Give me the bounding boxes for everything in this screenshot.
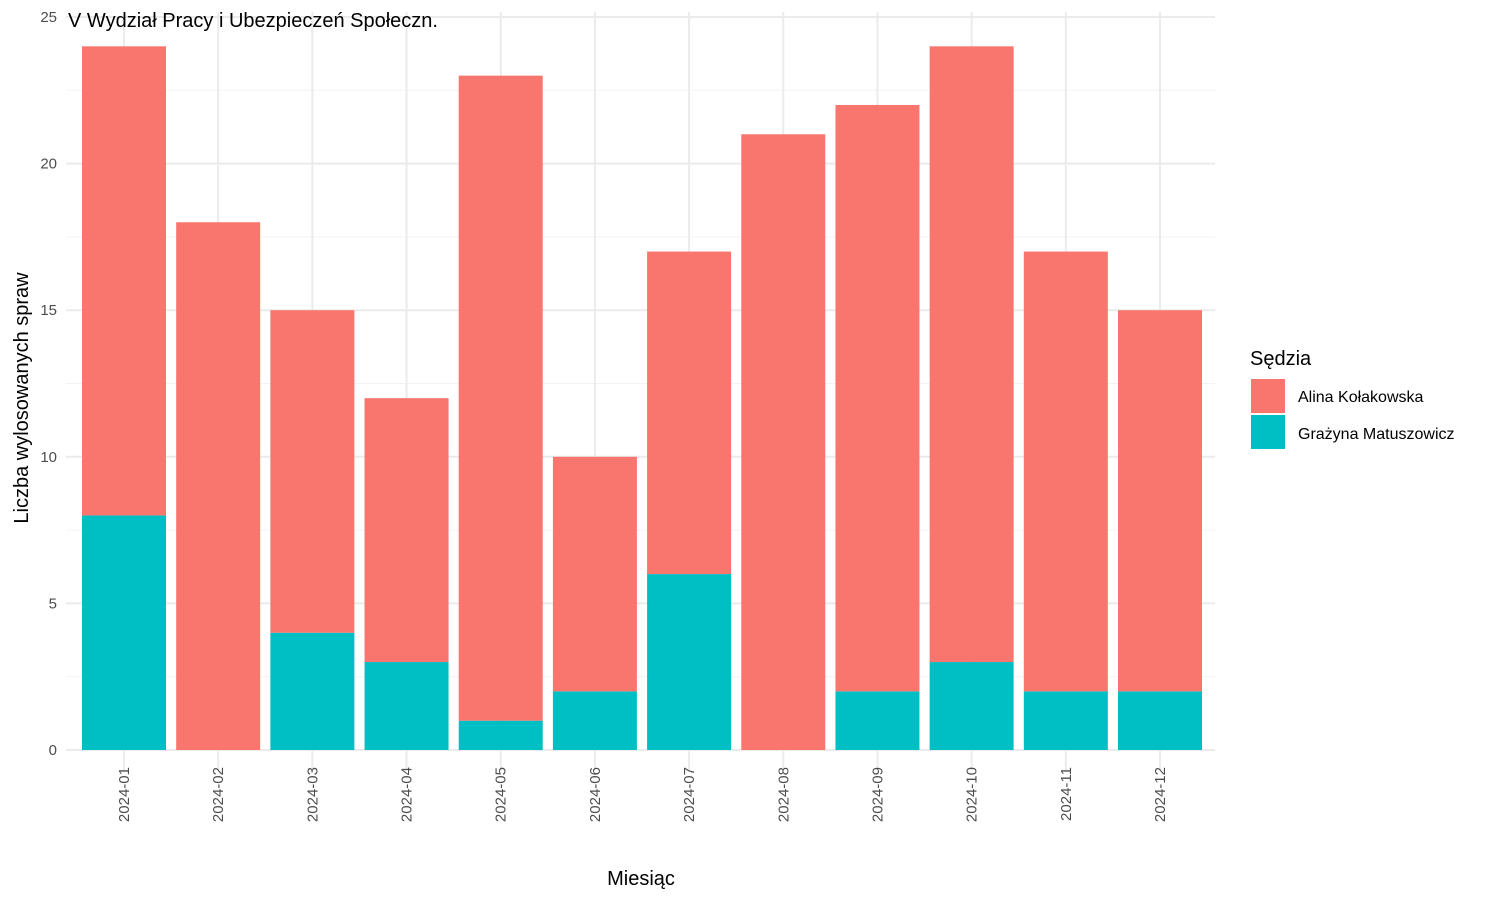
bar-alina-2024-07 bbox=[647, 251, 732, 575]
y-tick-label: 5 bbox=[49, 595, 57, 612]
bar-alina-2024-05 bbox=[458, 75, 543, 721]
x-tick-label: 2024-04 bbox=[399, 767, 416, 822]
y-axis-title: Liczba wylosowanych spraw bbox=[11, 272, 33, 524]
bar-grazyna-2024-05 bbox=[458, 720, 543, 750]
y-tick-label: 20 bbox=[40, 156, 57, 173]
bar-alina-2024-01 bbox=[82, 46, 166, 516]
bar-grazyna-2024-09 bbox=[835, 691, 920, 750]
bar-alina-2024-02 bbox=[176, 222, 261, 751]
bar-alina-2024-12 bbox=[1118, 310, 1202, 692]
bar-alina-2024-06 bbox=[552, 456, 637, 692]
y-tick-label: 10 bbox=[40, 449, 57, 466]
bar-alina-2024-11 bbox=[1023, 251, 1108, 692]
legend-label-grazyna: Grażyna Matuszowicz bbox=[1298, 426, 1455, 443]
bar-grazyna-2024-12 bbox=[1118, 691, 1202, 750]
x-tick-label: 2024-08 bbox=[775, 767, 792, 822]
bar-grazyna-2024-03 bbox=[270, 632, 355, 750]
y-tick-label: 15 bbox=[40, 302, 57, 319]
bar-grazyna-2024-06 bbox=[552, 691, 637, 750]
bar-alina-2024-08 bbox=[741, 134, 826, 750]
bar-grazyna-2024-11 bbox=[1023, 691, 1108, 750]
bar-grazyna-2024-07 bbox=[647, 574, 732, 750]
bar-alina-2024-04 bbox=[364, 398, 449, 663]
x-tick-label: 2024-05 bbox=[493, 767, 510, 822]
y-tick-label: 25 bbox=[40, 9, 57, 26]
x-tick-label: 2024-06 bbox=[587, 767, 604, 822]
x-tick-label: 2024-02 bbox=[210, 767, 227, 822]
x-axis-ticks: 2024-01 2024-02 2024-03 2024-04 2024-05 2024-… bbox=[116, 767, 1169, 822]
x-tick-label: 2024-12 bbox=[1152, 767, 1169, 822]
legend-key-grazyna bbox=[1251, 415, 1285, 449]
bar-grazyna-2024-04 bbox=[364, 662, 449, 750]
x-tick-label: 2024-09 bbox=[869, 767, 886, 822]
x-tick-label: 2024-03 bbox=[304, 767, 321, 822]
legend-title: Sędzia bbox=[1250, 348, 1312, 370]
legend-key-alina bbox=[1251, 379, 1285, 413]
x-tick-label: 2024-10 bbox=[964, 767, 981, 822]
bar-grazyna-2024-01 bbox=[82, 515, 166, 750]
x-tick-label: 2024-01 bbox=[116, 767, 133, 822]
bar-grazyna-2024-10 bbox=[929, 662, 1014, 750]
bars bbox=[82, 46, 1202, 751]
bar-alina-2024-09 bbox=[835, 104, 920, 692]
x-axis-title: Miesiąc bbox=[607, 868, 675, 890]
x-tick-label: 2024-07 bbox=[681, 767, 698, 822]
x-tick-label: 2024-11 bbox=[1058, 767, 1075, 821]
chart-title: V Wydział Pracy i Ubezpieczeń Społeczn. bbox=[68, 10, 438, 32]
bar-alina-2024-10 bbox=[929, 46, 1014, 663]
y-axis-ticks: 0 5 10 15 20 25 bbox=[40, 9, 57, 759]
bar-alina-2024-03 bbox=[270, 310, 355, 633]
legend-label-alina: Alina Kołakowska bbox=[1298, 389, 1424, 406]
y-tick-label: 0 bbox=[49, 742, 57, 759]
legend: Sędzia Alina Kołakowska Grażyna Matuszow… bbox=[1250, 348, 1455, 449]
